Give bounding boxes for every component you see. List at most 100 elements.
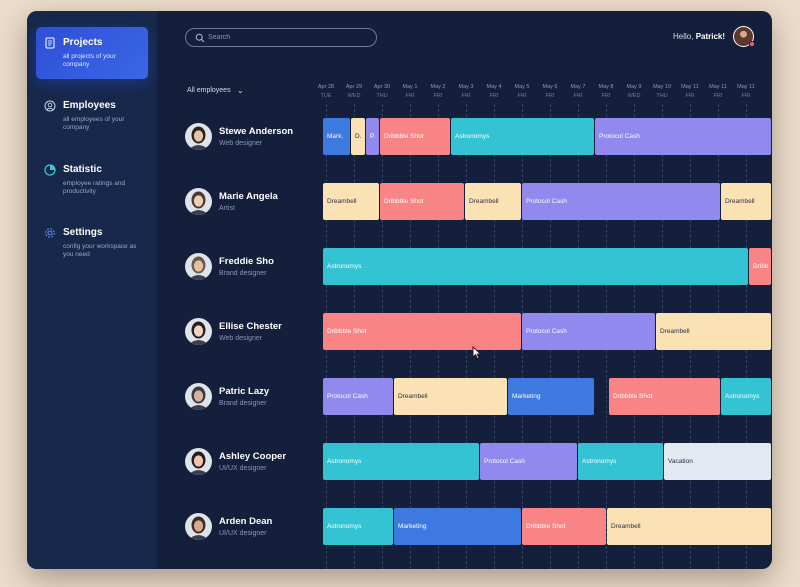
day-date: May 11 [709,84,727,90]
chevron-down-icon: ⌄ [237,86,244,95]
employee-role: UI/UX designer [219,465,267,472]
task-bar[interactable]: Protocol Cash [323,378,393,415]
day-weekday: FRI [489,93,499,99]
task-bar[interactable]: Dreambell [656,313,771,350]
task-bar[interactable]: Dribbble Shot [522,508,606,545]
task-bar[interactable]: Dribbble Shot [609,378,720,415]
pie-chart-icon [44,164,56,176]
timeline-day: May 7 FRI [564,83,592,101]
employee-row[interactable]: Patric Lazy Brand designer [185,383,315,411]
task-bar[interactable]: Marketing [394,508,521,545]
employee-role: UI/UX designer [219,530,267,537]
task-bar[interactable]: Protocol Cash [522,313,655,350]
task-bar[interactable]: Astronomys [323,508,393,545]
timeline-day: May 8 FRI [592,83,620,101]
task-bar[interactable]: Astronomys [323,248,748,285]
document-icon [45,37,55,49]
employee-avatar [185,383,212,410]
employee-role: Brand designer [219,270,267,277]
day-weekday: FRI [405,93,415,99]
employee-row[interactable]: Ellise Chester Web designer [185,318,315,346]
day-weekday: FRI [741,93,751,99]
task-bar[interactable]: Dreambell [607,508,771,545]
task-bar[interactable]: Dribb [749,248,771,285]
employee-row[interactable]: Stewe Anderson Web designer [185,123,315,151]
task-bar[interactable]: Protocol Cash [595,118,771,155]
day-weekday: FRI [713,93,723,99]
day-weekday: FRI [461,93,471,99]
employee-row[interactable]: Ashley Cooper UI/UX designer [185,448,315,476]
employee-avatar [185,188,212,215]
sidebar-item-desc: employee ratings and productivity [63,180,126,195]
sidebar-item-desc: all employees of your company [63,116,125,131]
search-input[interactable] [208,31,368,44]
search-icon [195,33,205,43]
employee-avatar [185,513,212,540]
task-bar[interactable]: Dribbble Shot [380,183,464,220]
sidebar-item-projects[interactable]: Projects all projects of your company [36,27,148,79]
day-weekday: FRI [433,93,443,99]
employee-role: Brand designer [219,400,267,407]
timeline-day: May 4 FRI [480,83,508,101]
employee-role: Web designer [219,140,263,147]
task-bar[interactable]: Dribbble Shot [323,313,521,350]
day-weekday: TUE [320,93,332,99]
day-weekday: FRI [517,93,527,99]
day-date: May 9 [626,84,642,90]
day-date: May 2 [430,84,446,90]
timeline-day: May 6 FRI [536,83,564,101]
timeline-day: May 9 WED [620,83,648,101]
sidebar-item-employees[interactable]: Employees all employees of your company [36,90,148,142]
sidebar-item-desc: config your workspace as you need [63,243,137,258]
employee-name: Stewe Anderson [219,126,294,137]
timeline-day: May 11 FRI [732,83,760,101]
gear-icon [45,228,55,238]
day-weekday: FRI [573,93,583,99]
task-bar[interactable]: Protocol Cash [480,443,577,480]
timeline-day: Apr 30 THU [368,83,396,101]
task-bar[interactable]: P. [366,118,379,155]
timeline-day: Apr 28 TUE [312,83,340,101]
task-bar[interactable]: Astronomys [578,443,663,480]
employee-avatar [185,253,212,280]
sidebar-item-statistic[interactable]: Statistic employee ratings and productiv… [36,154,148,206]
day-date: May 4 [486,84,502,90]
task-bar[interactable]: Marketing [508,378,594,415]
greeting: Hello, Patrick! [673,32,725,41]
task-bar[interactable]: D. [351,118,365,155]
task-bar[interactable]: Protocol Cash [522,183,720,220]
employee-name: Arden Dean [219,516,273,527]
task-bar[interactable]: Mark. [323,118,350,155]
day-date: May 1 [402,84,418,90]
employee-avatar [185,318,212,345]
day-weekday: FRI [545,93,555,99]
task-bar[interactable]: Dreambell [721,183,771,220]
user-avatar[interactable] [733,26,755,47]
search-box[interactable] [185,28,377,47]
task-bar[interactable]: Astronomys [451,118,594,155]
employee-row[interactable]: Arden Dean UI/UX designer [185,513,315,541]
employee-filter-dropdown[interactable]: All employees ⌄ [187,86,244,95]
task-bar[interactable]: Dreambell [394,378,507,415]
employee-avatar [185,448,212,475]
task-bar[interactable]: Dreambell [323,183,379,220]
day-date: Apr 28 [317,84,335,90]
sidebar-item-settings[interactable]: Settings config your workspace as you ne… [36,217,148,269]
task-bar[interactable]: Dreambell [465,183,521,220]
day-weekday: WED [627,93,641,99]
notification-dot [749,41,755,47]
day-date: May 11 [737,84,755,90]
timeline-day: May 5 FRI [508,83,536,101]
task-bar[interactable]: Astronomys [323,443,479,480]
sidebar-item-title: Settings [63,227,103,238]
employee-name: Marie Angela [219,191,278,202]
task-bar[interactable]: Dribbble Shot [380,118,450,155]
timeline-day: May 1 FRI [396,83,424,101]
employee-row[interactable]: Marie Angela Artist [185,188,315,216]
employee-name: Ashley Cooper [219,451,287,462]
timeline-day: May 11 FRI [704,83,732,101]
employee-row[interactable]: Freddie Sho Brand designer [185,253,315,281]
employee-role: Artist [219,205,235,212]
task-bar[interactable]: Vacation [664,443,771,480]
task-bar[interactable]: Astronomys [721,378,771,415]
